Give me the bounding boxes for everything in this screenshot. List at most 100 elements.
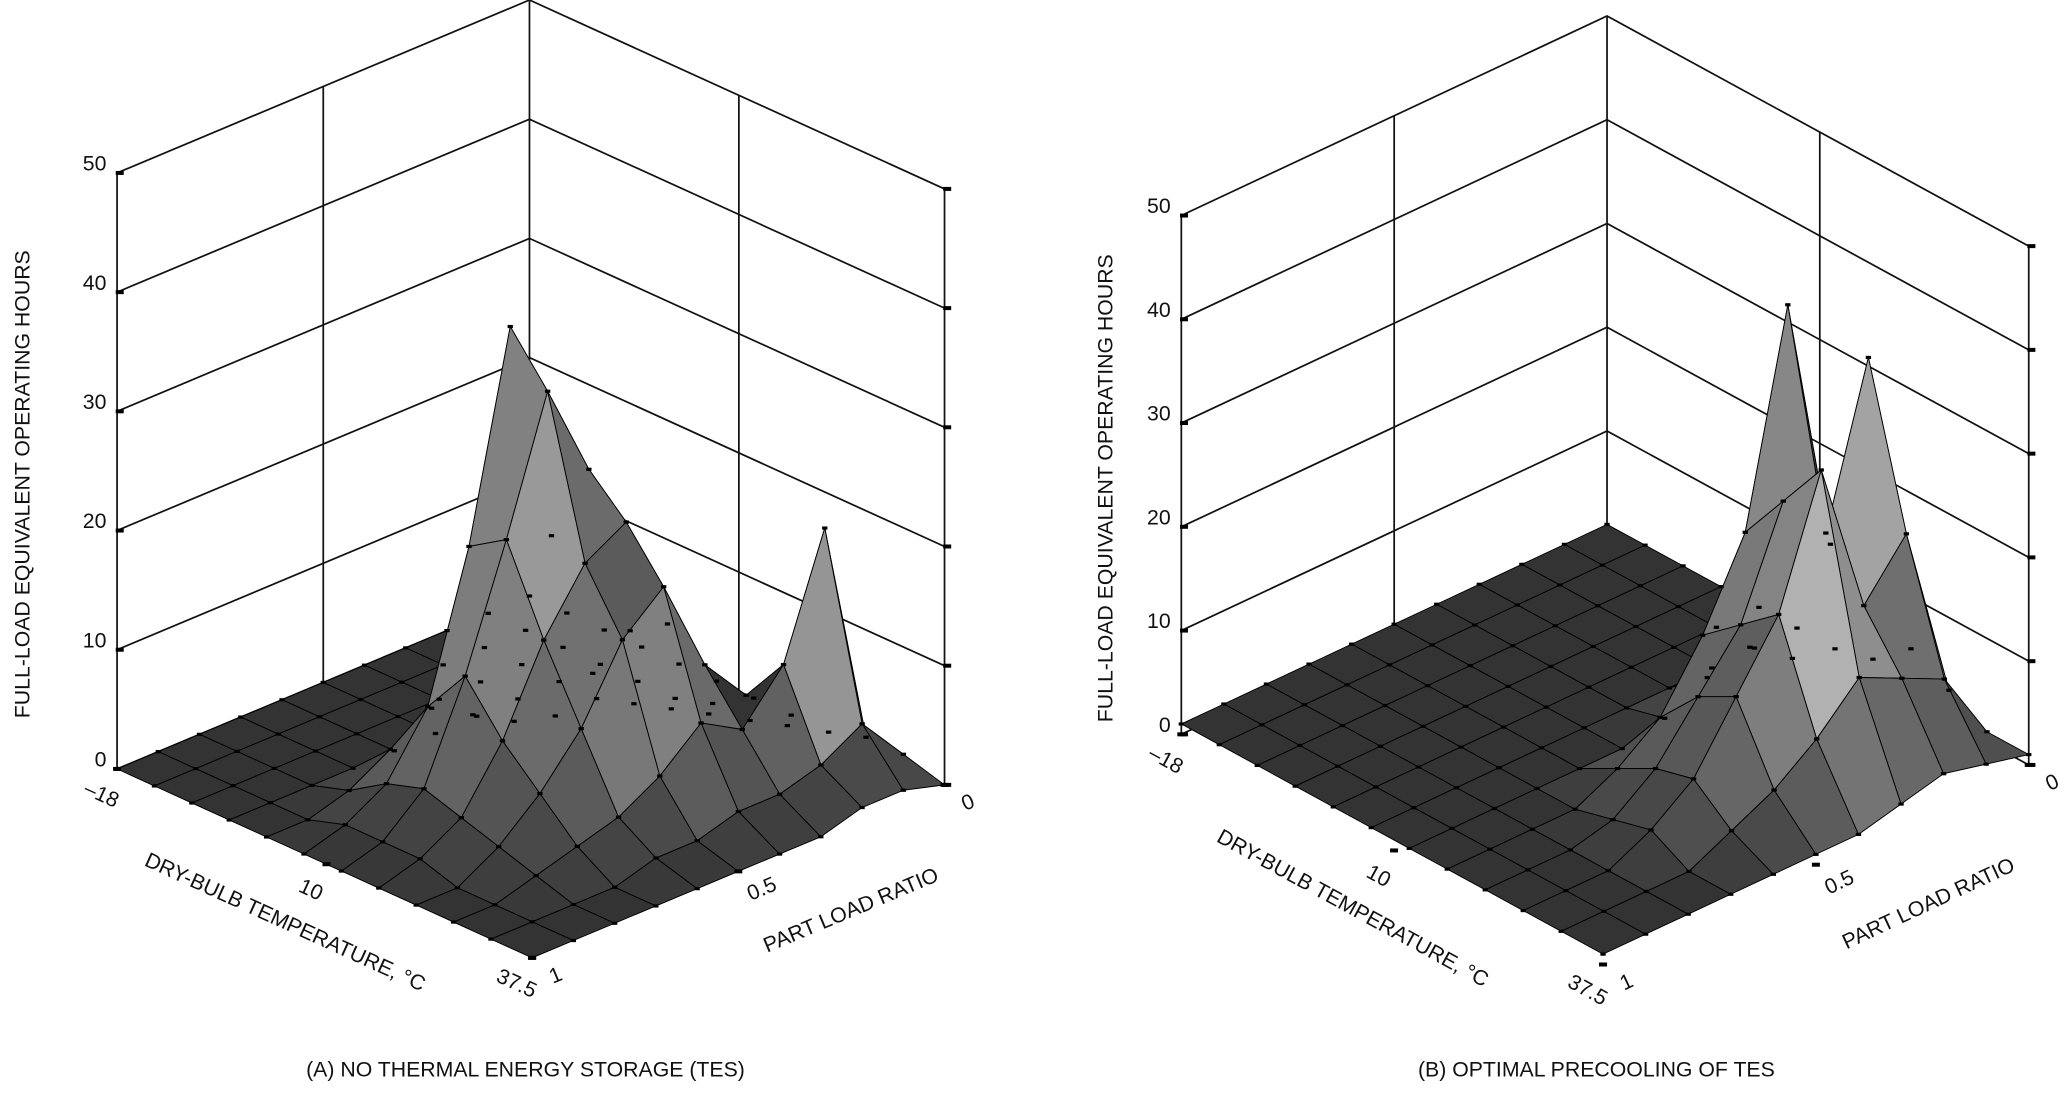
surface-point [1637, 584, 1644, 588]
surface-point [1514, 603, 1520, 607]
y-tick-label: 0 [958, 789, 978, 816]
surface-point [623, 520, 629, 524]
surface-point [635, 679, 641, 683]
surface-point [694, 887, 700, 891]
surface-point [1500, 725, 1507, 729]
surface-point [338, 869, 345, 873]
surface-point [702, 663, 708, 667]
surface-point [1794, 626, 1800, 630]
surface-point [660, 585, 667, 589]
caption: (B) OPTIMAL PRECOOLING OF TES [1418, 1058, 1775, 1082]
x-tick-label: 10 [295, 874, 326, 906]
surface-point [1728, 892, 1734, 896]
wall-grid-line [116, 356, 945, 548]
surface-point [454, 886, 461, 890]
surface-point [1373, 785, 1379, 789]
y-tick-mark [734, 869, 743, 874]
surface-point [1747, 645, 1753, 649]
surface-point [1600, 952, 1606, 956]
surface-point [1709, 666, 1715, 670]
surface-point [526, 594, 533, 598]
surface-point [1297, 743, 1303, 748]
surface-point [1940, 772, 1947, 776]
z-tick-mark [115, 528, 124, 533]
surface-point [425, 705, 431, 709]
surface-point [1406, 846, 1412, 850]
surface-point [1386, 663, 1393, 667]
wall-grid-line [116, 237, 945, 429]
x-tick-label: –18 [81, 776, 123, 813]
surface-point [560, 645, 566, 649]
surface-point [533, 873, 539, 878]
surface-point [1567, 848, 1574, 852]
surface-point [735, 809, 742, 814]
surface-point [1599, 563, 1606, 567]
surface-point [391, 749, 397, 753]
surface-point [698, 721, 704, 725]
surface-point [1216, 743, 1222, 747]
surface-point [1742, 530, 1748, 534]
x-tick-label: 37.5 [493, 964, 541, 1003]
surface-point [450, 920, 457, 924]
surface-point [1756, 605, 1762, 609]
surface-point [1581, 726, 1587, 730]
wall-grid-line [1180, 222, 2030, 455]
surface-point [709, 701, 716, 706]
surface-point [863, 735, 869, 739]
surface-point [713, 679, 720, 683]
surface-point [342, 823, 348, 827]
surface-point [383, 782, 390, 786]
surface-point [597, 662, 604, 666]
surface-point [1254, 763, 1260, 768]
surface-point [1543, 705, 1549, 709]
surface-point [492, 903, 498, 907]
surface-point [1449, 826, 1455, 831]
wall-grid-line [116, 0, 945, 190]
surface-point [612, 885, 618, 889]
surface-point [672, 696, 678, 700]
surface-point [818, 835, 824, 839]
z-axis-label: FULL-LOAD EQUIVALENT OPERATING HOURS [1093, 254, 1117, 722]
surface-point [1680, 564, 1686, 568]
surface-point [1604, 522, 1610, 527]
surface-point [1690, 777, 1697, 781]
surface-point [458, 816, 464, 820]
surface-point [1624, 706, 1630, 710]
surface-point [578, 727, 584, 731]
surface-point [1434, 602, 1440, 606]
surface-point [668, 707, 675, 711]
surface-point [436, 697, 442, 701]
z-tick-mark [2027, 555, 2036, 560]
surface-point [238, 715, 244, 719]
surface-point [1785, 303, 1791, 307]
surface-point [488, 937, 494, 941]
surface-point [1377, 744, 1384, 748]
z-tick-label: 40 [1147, 298, 1171, 322]
surface-point [1666, 686, 1672, 690]
surface-point [1751, 646, 1758, 650]
surface-point [1695, 695, 1701, 699]
surface-point [1657, 715, 1663, 720]
z-tick-label: 50 [83, 152, 107, 176]
surface-point [1642, 932, 1649, 936]
surface-point [1391, 622, 1397, 626]
surface-point [825, 730, 832, 734]
wall-grid-line [116, 118, 945, 309]
surface-point [350, 766, 356, 770]
z-tick-label: 0 [1159, 713, 1171, 737]
surface-point [376, 886, 382, 890]
z-tick-mark [1179, 317, 1188, 322]
surface-point [481, 645, 488, 650]
surface-point [1771, 788, 1777, 792]
surface-point [1467, 664, 1473, 668]
surface-point [1675, 604, 1682, 609]
surface-point [739, 727, 745, 732]
surface-point [428, 706, 435, 710]
surface-point [1519, 562, 1525, 566]
surface-point [1548, 664, 1554, 669]
y-axis-label: PART LOAD RATIO [1838, 853, 2018, 954]
y-tick-mark [528, 955, 537, 960]
surface-point [1733, 695, 1739, 699]
surface-point [1453, 786, 1460, 790]
